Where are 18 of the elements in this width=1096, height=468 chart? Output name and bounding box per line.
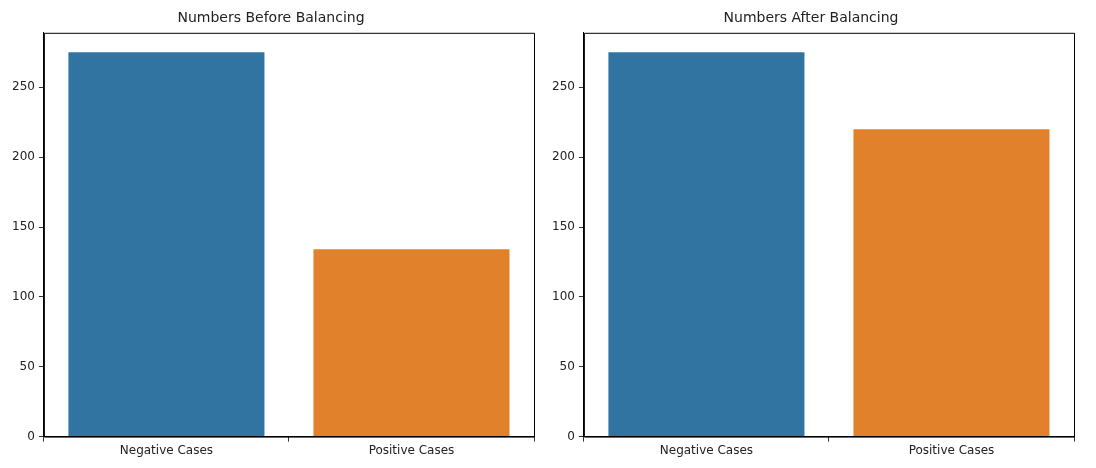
x-tick-label: Positive Cases [908,442,995,457]
y-tick-label: 100 [12,289,35,303]
y-tick-label: 200 [12,149,35,164]
y-tick-label: 150 [552,219,575,234]
y-tick-label: 50 [559,358,575,373]
y-tick-label: 250 [12,79,35,94]
y-tick-label: 200 [552,149,575,164]
chart-title: Numbers After Balancing [723,9,899,26]
y-tick-label: 250 [552,79,575,94]
chart-title: Numbers Before Balancing [177,9,365,26]
y-tick-label: 0 [27,428,35,443]
y-tick-label: 100 [552,289,575,303]
x-tick-label: Negative Cases [119,442,214,457]
x-tick-label: Negative Cases [659,442,754,457]
y-tick-label: 150 [12,219,35,234]
x-tick-label: Positive Cases [368,442,455,457]
y-tick-label: 50 [19,358,35,373]
y-tick-label: 0 [567,428,575,443]
